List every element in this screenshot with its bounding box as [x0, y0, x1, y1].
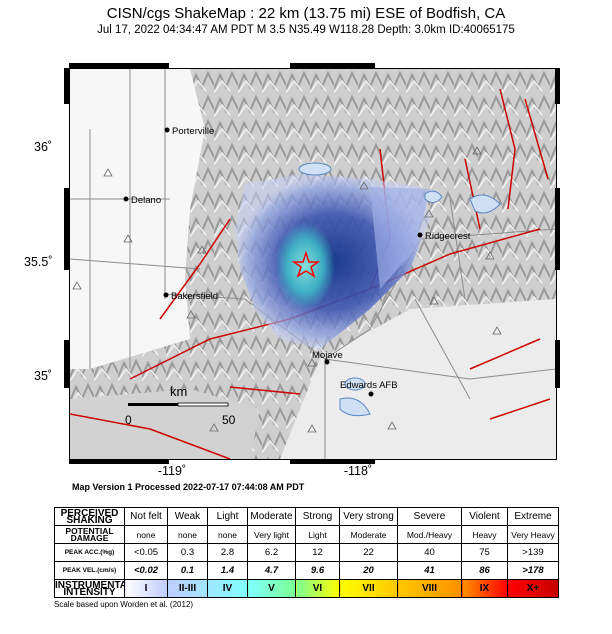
cell: <0.05 [124, 543, 168, 562]
intensity-cell: VI [295, 579, 340, 598]
cell: Extreme [507, 507, 559, 526]
cell: Very strong [339, 507, 398, 526]
cell: 86 [461, 561, 508, 580]
city-dot-mojave [324, 359, 330, 365]
scale-footnote: Scale based upon Worden et al. (2012) [54, 600, 194, 609]
cell: 9.6 [295, 561, 340, 580]
map-version: Map Version 1 Processed 2022-07-17 07:44… [72, 482, 305, 492]
lat-label-35-5: 35.5˚ [24, 255, 53, 269]
cell: Very Heavy [507, 525, 559, 544]
city-dot-porterville [164, 127, 170, 133]
cell: 1.4 [207, 561, 248, 580]
intensity-cell: IV [207, 579, 248, 598]
cell: Not felt [124, 507, 168, 526]
cell: Severe [397, 507, 462, 526]
city-label-delano: Delano [131, 195, 161, 206]
cell: none [207, 525, 248, 544]
scale-bar-unit: km [170, 384, 187, 399]
star-icon [291, 250, 321, 278]
cell: none [167, 525, 208, 544]
event-details: Jul 17, 2022 04:34:47 AM PDT M 3.5 N35.4… [97, 24, 515, 36]
cell: Strong [295, 507, 340, 526]
cell: >139 [507, 543, 559, 562]
intensity-cell: I [124, 579, 168, 598]
lat-label-36: 36˚ [34, 140, 53, 154]
cell: none [124, 525, 168, 544]
cell: Moderate [339, 525, 398, 544]
row-label: POTENTIAL DAMAGE [54, 525, 125, 544]
city-label-mojave: Mojave [312, 350, 343, 361]
cell: 12 [295, 543, 340, 562]
scale-bar: km 0 50 [125, 384, 236, 427]
cell: Weak [167, 507, 208, 526]
cell: Heavy [461, 525, 508, 544]
lat-label-35: 35˚ [34, 369, 53, 383]
intensity-cell: IX [461, 579, 508, 598]
city-dot-edwards-afb [368, 391, 374, 397]
intensity-cell: X+ [507, 579, 559, 598]
cell: Moderate [247, 507, 296, 526]
perceived-shaking-row: PERCEIVED SHAKING Not felt Weak Light Mo… [54, 507, 559, 526]
intensity-cell: II-III [167, 579, 208, 598]
cell: 4.7 [247, 561, 296, 580]
row-label: PEAK VEL.(cm/s) [54, 561, 125, 580]
lon-label-119: -119˚ [157, 464, 187, 478]
row-label: PERCEIVED SHAKING [54, 507, 125, 526]
cell: <0.02 [124, 561, 168, 580]
row-label: INSTRUMENTAL INTENSITY [54, 579, 125, 598]
city-dot-ridgecrest [417, 232, 423, 238]
cell: Light [207, 507, 248, 526]
map-title: CISN/cgs ShakeMap : 22 km (13.75 mi) ESE… [106, 5, 506, 22]
cell: Mod./Heavy [397, 525, 462, 544]
intensity-cell: VII [339, 579, 398, 598]
cell: 75 [461, 543, 508, 562]
cell: 40 [397, 543, 462, 562]
peak-vel-row: PEAK VEL.(cm/s) <0.02 0.1 1.4 4.7 9.6 20… [54, 561, 559, 580]
potential-damage-row: POTENTIAL DAMAGE none none none Very lig… [54, 525, 559, 544]
intensity-cell: VIII [397, 579, 462, 598]
scale-bar-start: 0 [125, 413, 132, 427]
intensity-cell: V [247, 579, 296, 598]
cell: Violent [461, 507, 508, 526]
cell: 6.2 [247, 543, 296, 562]
cell: 2.8 [207, 543, 248, 562]
cell: 41 [397, 561, 462, 580]
shakemap[interactable]: Porterville Delano Ridgecrest Bakersfiel… [69, 68, 557, 460]
cell: 20 [339, 561, 398, 580]
city-label-ridgecrest: Ridgecrest [425, 231, 471, 242]
mojave-desert [280, 299, 556, 459]
cell: Very light [247, 525, 296, 544]
row-label: PEAK ACC.(%g) [54, 543, 125, 562]
city-dot-bakersfield [163, 292, 169, 298]
cell: 22 [339, 543, 398, 562]
scale-bar-end: 50 [222, 413, 236, 427]
city-label-porterville: Porterville [172, 126, 214, 137]
lon-label-118: -118˚ [343, 464, 373, 478]
intensity-scale-table: PERCEIVED SHAKING Not felt Weak Light Mo… [54, 507, 559, 598]
city-label-edwards-afb: Edwards AFB [340, 380, 398, 391]
shaking-core [275, 222, 335, 310]
cell: 0.1 [167, 561, 208, 580]
city-dot-delano [123, 196, 129, 202]
cell: Light [295, 525, 340, 544]
city-label-bakersfield: Bakersfield [171, 291, 218, 302]
cell: >178 [507, 561, 559, 580]
cell: 0.3 [167, 543, 208, 562]
peak-acc-row: PEAK ACC.(%g) <0.05 0.3 2.8 6.2 12 22 40… [54, 543, 559, 562]
instrumental-intensity-row: INSTRUMENTAL INTENSITY I II-III IV V VI … [54, 579, 559, 598]
